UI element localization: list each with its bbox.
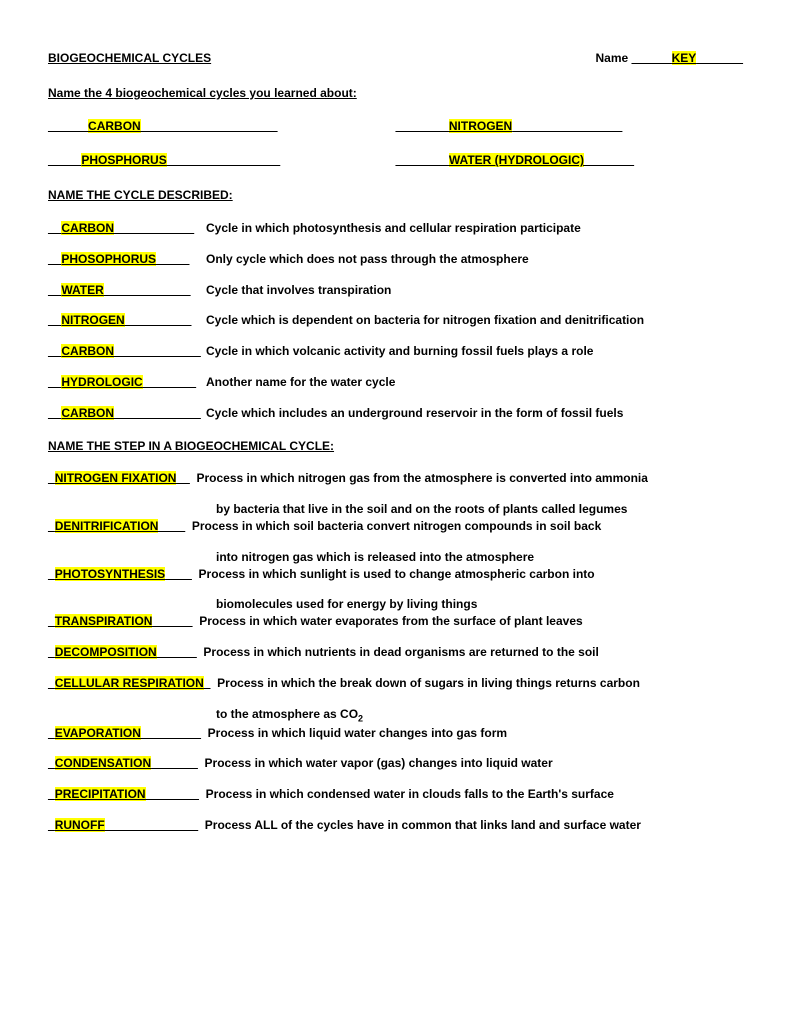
step-answer: TRANSPIRATION xyxy=(55,614,153,628)
header-row: BIOGEOCHEMICAL CYCLES Name ______KEY____… xyxy=(48,50,743,67)
step-description: Process in which the break down of sugar… xyxy=(217,676,640,690)
cycle-description: Only cycle which does not pass through t… xyxy=(196,251,743,268)
step-description-continuation: biomolecules used for energy by living t… xyxy=(48,596,743,613)
step-answer: PRECIPITATION xyxy=(55,787,146,801)
cycle-answer-nitrogen: NITROGEN xyxy=(449,119,512,133)
cycle-answer: WATER xyxy=(61,283,103,297)
step-description: Process in which nitrogen gas from the a… xyxy=(197,471,648,485)
step-description-continuation: into nitrogen gas which is released into… xyxy=(48,549,743,566)
step-row: _DECOMPOSITION______ Process in which nu… xyxy=(48,644,743,661)
step-answer: DECOMPOSITION xyxy=(55,645,157,659)
step-description: Process ALL of the cycles have in common… xyxy=(205,818,641,832)
section3-heading: NAME THE STEP IN A BIOGEOCHEMICAL CYCLE: xyxy=(48,438,743,455)
step-answer: DENITRIFICATION xyxy=(55,519,159,533)
page-title: BIOGEOCHEMICAL CYCLES xyxy=(48,50,211,67)
step-description-continuation: by bacteria that live in the soil and on… xyxy=(48,501,743,518)
cycle-description: Cycle which includes an underground rese… xyxy=(196,405,743,422)
step-row: _NITROGEN FIXATION__ Process in which ni… xyxy=(48,470,743,487)
answer-blank: __PHOSOPHORUS_____ xyxy=(48,251,196,268)
answer-blank: __HYDROLOGIC________ xyxy=(48,374,196,391)
step-row: _CONDENSATION_______ Process in which wa… xyxy=(48,755,743,772)
step-answer: NITROGEN FIXATION xyxy=(55,471,177,485)
cycle-description: Cycle which is dependent on bacteria for… xyxy=(196,312,743,329)
cycle-item: ______CARBON______ ______________ xyxy=(48,118,396,135)
step-answer: EVAPORATION xyxy=(55,726,141,740)
cycle-answer: CARBON xyxy=(61,406,114,420)
cycle-description: Cycle in which photosynthesis and cellul… xyxy=(196,220,743,237)
step-row: _CELLULAR RESPIRATION_ Process in which … xyxy=(48,675,743,692)
step-description: Process in which water evaporates from t… xyxy=(199,614,582,628)
step-answer: RUNOFF xyxy=(55,818,105,832)
cycle-describe-row: __NITROGEN__________Cycle which is depen… xyxy=(48,312,743,329)
cycle-answer: CARBON xyxy=(61,344,114,358)
cycle-answer-carbon: CARBON xyxy=(88,119,141,133)
cycle-row-2: _____PHOSPHORUS_________________ _______… xyxy=(48,152,743,169)
cycle-describe-row: __WATER_____________Cycle that involves … xyxy=(48,282,743,299)
section2-heading: NAME THE CYCLE DESCRIBED: xyxy=(48,187,743,204)
step-description: Process in which water vapor (gas) chang… xyxy=(205,756,553,770)
answer-blank: __CARBON____________ xyxy=(48,220,196,237)
cycle-describe-row: __HYDROLOGIC________Another name for the… xyxy=(48,374,743,391)
answer-blank: __CARBON_____________ xyxy=(48,343,196,360)
key-answer: KEY xyxy=(672,51,697,65)
section1-heading: Name the 4 biogeochemical cycles you lea… xyxy=(48,85,743,102)
answer-blank: __WATER_____________ xyxy=(48,282,196,299)
cycle-description: Cycle that involves transpiration xyxy=(196,282,743,299)
step-description: Process in which nutrients in dead organ… xyxy=(203,645,598,659)
cycle-row-1: ______CARBON______ ______________ ______… xyxy=(48,118,743,135)
step-row: _PHOTOSYNTHESIS____ Process in which sun… xyxy=(48,566,743,583)
step-description: Process in which soil bacteria convert n… xyxy=(192,519,601,533)
cycle-description: Cycle in which volcanic activity and bur… xyxy=(196,343,743,360)
step-row: _TRANSPIRATION______ Process in which wa… xyxy=(48,613,743,630)
step-answer: CELLULAR RESPIRATION xyxy=(55,676,204,690)
cycle-answer: CARBON xyxy=(61,221,114,235)
cycle-describe-row: __CARBON_____________Cycle in which volc… xyxy=(48,343,743,360)
answer-blank: __CARBON_____________ xyxy=(48,405,196,422)
cycle-answer: HYDROLOGIC xyxy=(61,375,142,389)
step-row: _DENITRIFICATION____ Process in which so… xyxy=(48,518,743,535)
cycle-describe-row: __PHOSOPHORUS_____Only cycle which does … xyxy=(48,251,743,268)
cycle-answer-phosphorus: PHOSPHORUS xyxy=(81,153,166,167)
cycle-item: _____PHOSPHORUS_________________ xyxy=(48,152,396,169)
cycle-describe-row: __CARBON_____________Cycle which include… xyxy=(48,405,743,422)
step-description: Process in which sunlight is used to cha… xyxy=(199,567,595,581)
step-description-continuation: to the atmosphere as CO2 xyxy=(48,706,743,725)
cycle-answer: PHOSOPHORUS xyxy=(61,252,156,266)
step-row: _EVAPORATION_________ Process in which l… xyxy=(48,725,743,742)
cycle-answer: NITROGEN xyxy=(61,313,124,327)
step-row: _PRECIPITATION________ Process in which … xyxy=(48,786,743,803)
step-description: Process in which condensed water in clou… xyxy=(206,787,614,801)
step-row: _RUNOFF______________ Process ALL of the… xyxy=(48,817,743,834)
step-answer: PHOTOSYNTHESIS xyxy=(55,567,165,581)
answer-blank: __NITROGEN__________ xyxy=(48,312,196,329)
cycle-item: ________WATER (HYDROLOGIC) _______ xyxy=(396,152,744,169)
step-answer: CONDENSATION xyxy=(55,756,151,770)
name-field: Name ______KEY_______ xyxy=(596,50,743,67)
cycle-describe-row: __CARBON____________Cycle in which photo… xyxy=(48,220,743,237)
cycle-description: Another name for the water cycle xyxy=(196,374,743,391)
step-description: Process in which liquid water changes in… xyxy=(208,726,507,740)
cycle-answer-water: WATER (HYDROLOGIC) xyxy=(449,153,584,167)
cycle-item: ________NITROGEN ________________ xyxy=(396,118,744,135)
